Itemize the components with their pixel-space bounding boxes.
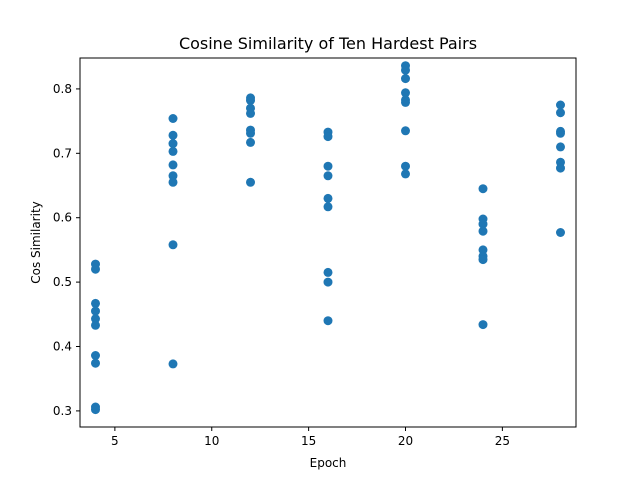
data-point [556, 228, 565, 237]
data-point [401, 74, 410, 84]
data-point [168, 359, 178, 369]
data-point [323, 267, 333, 277]
data-point [91, 351, 100, 360]
data-point [168, 130, 178, 140]
data-point [246, 128, 255, 138]
x-tick-label: 10 [204, 434, 219, 448]
data-point [401, 169, 410, 179]
data-point [556, 128, 565, 138]
y-tick-label: 0.6 [53, 211, 72, 225]
data-point [168, 114, 178, 123]
data-point [168, 171, 178, 181]
data-point [323, 161, 333, 171]
data-point [168, 139, 178, 149]
data-point [556, 108, 565, 118]
y-tick-label: 0.5 [53, 275, 72, 289]
data-point [556, 142, 565, 152]
chart-title: Cosine Similarity of Ten Hardest Pairs [179, 34, 477, 53]
data-point [401, 65, 410, 75]
data-point [478, 255, 488, 265]
x-tick-label: 5 [111, 434, 119, 448]
data-point [91, 264, 100, 274]
data-point [478, 184, 488, 194]
data-point [91, 405, 100, 415]
y-tick-label: 0.3 [53, 404, 72, 418]
data-point [168, 177, 178, 187]
x-tick-label: 25 [495, 434, 510, 448]
data-point [168, 240, 178, 250]
data-point [323, 171, 333, 181]
data-point [401, 88, 410, 98]
data-point [401, 126, 410, 136]
x-tick-label: 20 [398, 434, 413, 448]
data-points [91, 61, 565, 415]
x-tick-label: 15 [301, 434, 316, 448]
data-point [246, 108, 255, 118]
data-point [168, 146, 178, 156]
data-point [556, 100, 565, 110]
data-point [478, 245, 488, 255]
data-point [91, 306, 100, 316]
data-point [323, 132, 333, 142]
data-point [246, 137, 255, 147]
data-point [91, 314, 100, 324]
data-point [323, 277, 333, 287]
data-point [91, 358, 100, 368]
data-point [478, 320, 488, 330]
y-tick-label: 0.7 [53, 146, 72, 160]
x-axis-ticks: 5 10 15 20 25 [111, 427, 510, 448]
data-point [323, 316, 333, 326]
x-axis-label: Epoch [310, 456, 347, 470]
data-point [323, 202, 333, 212]
y-axis-label: Cos Similarity [29, 201, 43, 284]
y-tick-label: 0.8 [53, 82, 72, 96]
data-point [478, 226, 488, 236]
plot-area-frame [79, 57, 577, 428]
data-point [401, 161, 410, 171]
data-point [556, 163, 565, 173]
data-point [91, 298, 100, 308]
data-point [478, 219, 488, 229]
data-point [246, 177, 255, 187]
data-point [168, 160, 178, 170]
data-point [246, 96, 255, 105]
data-point [91, 320, 100, 330]
y-axis-ticks: 0.3 0.4 0.5 0.6 0.7 0.8 [53, 82, 80, 418]
y-tick-label: 0.4 [53, 340, 72, 354]
data-point [401, 97, 410, 107]
data-point [323, 193, 333, 203]
